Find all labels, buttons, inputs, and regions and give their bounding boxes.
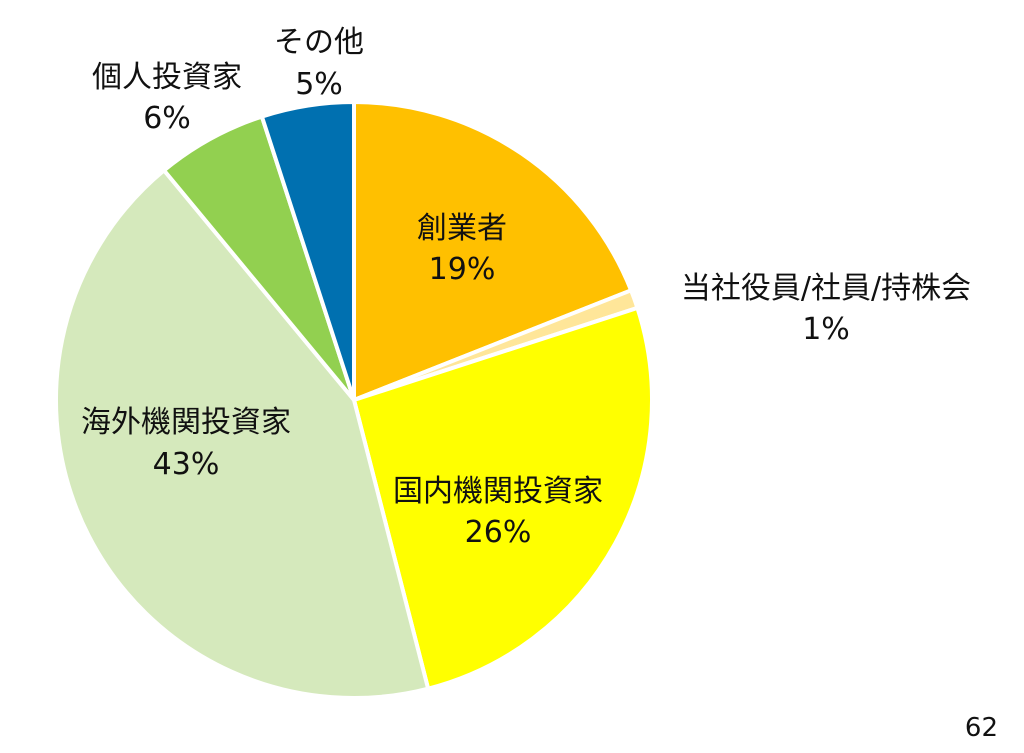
slice-label-value-1: 1% [802,312,850,347]
slice-label-value-4: 6% [143,101,191,136]
pie-labels: 創業者 19% 当社役員/社員/持株会 1% 国内機関投資家 26% 海外機関投… [81,25,971,550]
pie-slice-2 [352,305,654,691]
pie-slices [54,100,654,700]
slice-label-name-2: 国内機関投資家 [393,474,603,509]
page-number: 62 [964,713,998,743]
slice-label-name-4: 個人投資家 [92,60,242,95]
slice-label-value-3: 43% [153,447,220,482]
slice-label-name-0: 創業者 [417,211,507,246]
slice-label-value-0: 19% [429,252,496,287]
slice-label-name-1: 当社役員/社員/持株会 [681,271,971,306]
pie-slice-3 [54,168,431,700]
slice-label-value-5: 5% [295,67,343,102]
slice-label-name-5: その他 [274,25,364,60]
pie-slice-5 [259,100,356,402]
slice-label-value-2: 26% [465,515,532,550]
pie-slice-0 [352,100,634,402]
slice-label-name-3: 海外機関投資家 [81,405,291,440]
